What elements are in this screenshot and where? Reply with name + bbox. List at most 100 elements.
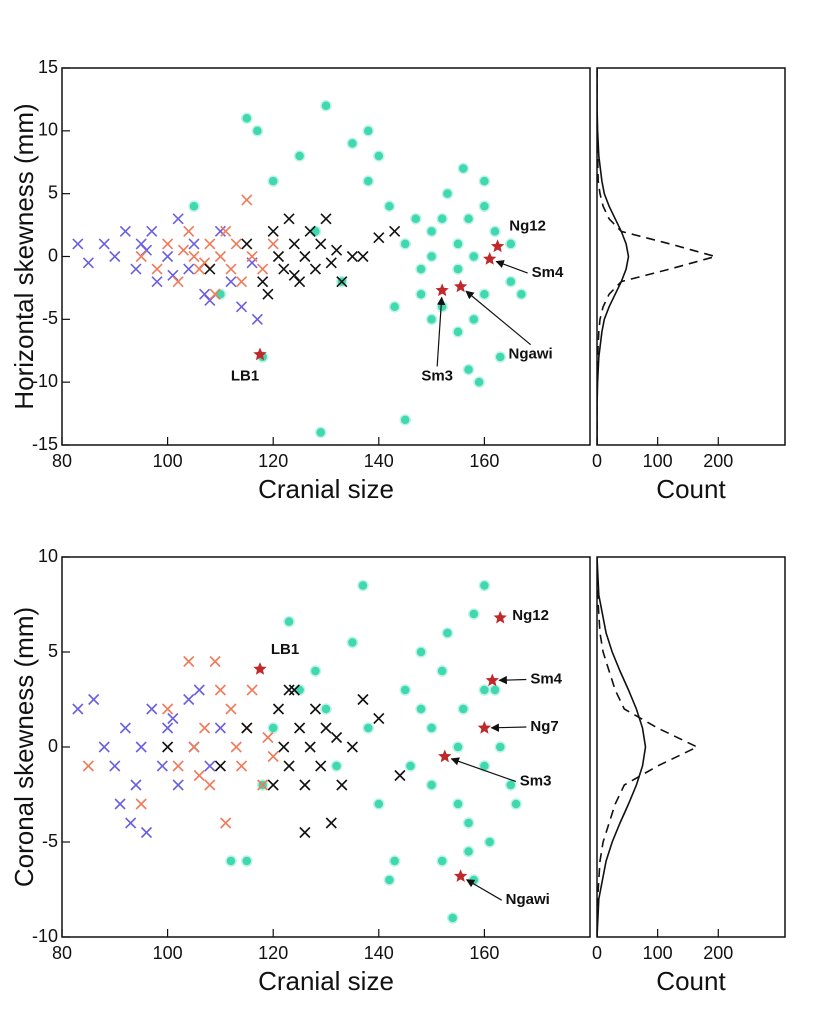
x-axis-label: Count (656, 474, 726, 504)
point (204, 779, 216, 791)
point (119, 225, 131, 237)
point (478, 684, 491, 696)
point (320, 722, 332, 734)
point (468, 250, 480, 263)
plot-area (597, 68, 719, 445)
density-curve (597, 68, 630, 445)
fossil-point (454, 869, 468, 882)
point (272, 250, 285, 263)
x-tick-label: 140 (364, 451, 394, 471)
point (278, 263, 290, 275)
fossil-label: LB1 (231, 367, 259, 384)
x-tick-label: 200 (703, 451, 733, 471)
point (209, 288, 221, 300)
point (225, 263, 237, 275)
point (162, 703, 174, 715)
fossil-point (483, 252, 497, 265)
point (156, 760, 168, 772)
fossil-label: Sm3 (421, 367, 453, 384)
fossil-point (253, 662, 267, 675)
point (288, 684, 300, 696)
point (109, 760, 121, 772)
point (452, 798, 464, 810)
point (373, 798, 385, 810)
annotation-arrow (465, 879, 502, 901)
annotation-arrow (490, 723, 527, 732)
x-tick-label: 100 (643, 451, 673, 471)
point (183, 655, 195, 668)
point (225, 276, 237, 288)
point (362, 722, 374, 734)
point (82, 257, 94, 269)
point (441, 627, 454, 639)
point (288, 269, 300, 281)
y-tick-label: -10 (32, 926, 58, 946)
point (478, 175, 491, 187)
point (299, 826, 311, 839)
point (462, 363, 475, 376)
point (220, 817, 232, 829)
fossil-point (253, 347, 267, 361)
point (478, 579, 491, 592)
point (130, 263, 142, 275)
fossil-label: LB1 (271, 641, 299, 658)
point (383, 200, 396, 212)
point (462, 845, 475, 858)
point (415, 646, 427, 658)
fossil-point (477, 721, 492, 734)
plot-area (597, 557, 699, 937)
point (262, 731, 274, 744)
point (320, 213, 332, 225)
fossil-point (493, 610, 507, 624)
point (220, 225, 232, 237)
point (489, 684, 501, 696)
point (225, 855, 237, 867)
point (388, 301, 401, 313)
point (309, 665, 322, 677)
annotation-arrow (498, 675, 527, 685)
point (183, 225, 195, 237)
y-tick-label: -15 (32, 434, 58, 454)
point (241, 238, 253, 250)
point (257, 263, 269, 275)
point (283, 760, 295, 772)
point (325, 817, 337, 829)
point (151, 276, 163, 288)
point (446, 912, 459, 924)
point (72, 238, 84, 250)
point (489, 225, 501, 238)
annotation-arrow (436, 296, 446, 367)
point (193, 769, 205, 782)
point (235, 301, 248, 313)
point (162, 250, 174, 263)
point (272, 703, 285, 715)
point (135, 250, 147, 263)
point (410, 213, 422, 225)
point (225, 703, 237, 715)
point (468, 313, 480, 326)
fossil-label: Ng12 (512, 607, 549, 624)
point (293, 684, 306, 696)
point (399, 238, 411, 250)
point (172, 276, 184, 288)
point (246, 684, 258, 696)
point (257, 779, 269, 791)
point (357, 250, 369, 263)
point (162, 238, 174, 250)
point (346, 741, 358, 753)
fossil-label: Sm3 (520, 772, 552, 789)
point (325, 257, 337, 269)
point (283, 615, 295, 628)
y-tick-label: -10 (32, 371, 58, 391)
point (362, 125, 374, 137)
point (383, 874, 396, 886)
point (436, 665, 448, 677)
point (357, 579, 369, 592)
point (404, 760, 417, 772)
point (183, 263, 195, 275)
point (109, 250, 121, 263)
point (425, 225, 438, 238)
point (510, 798, 522, 810)
point (373, 712, 385, 725)
point (415, 263, 427, 275)
